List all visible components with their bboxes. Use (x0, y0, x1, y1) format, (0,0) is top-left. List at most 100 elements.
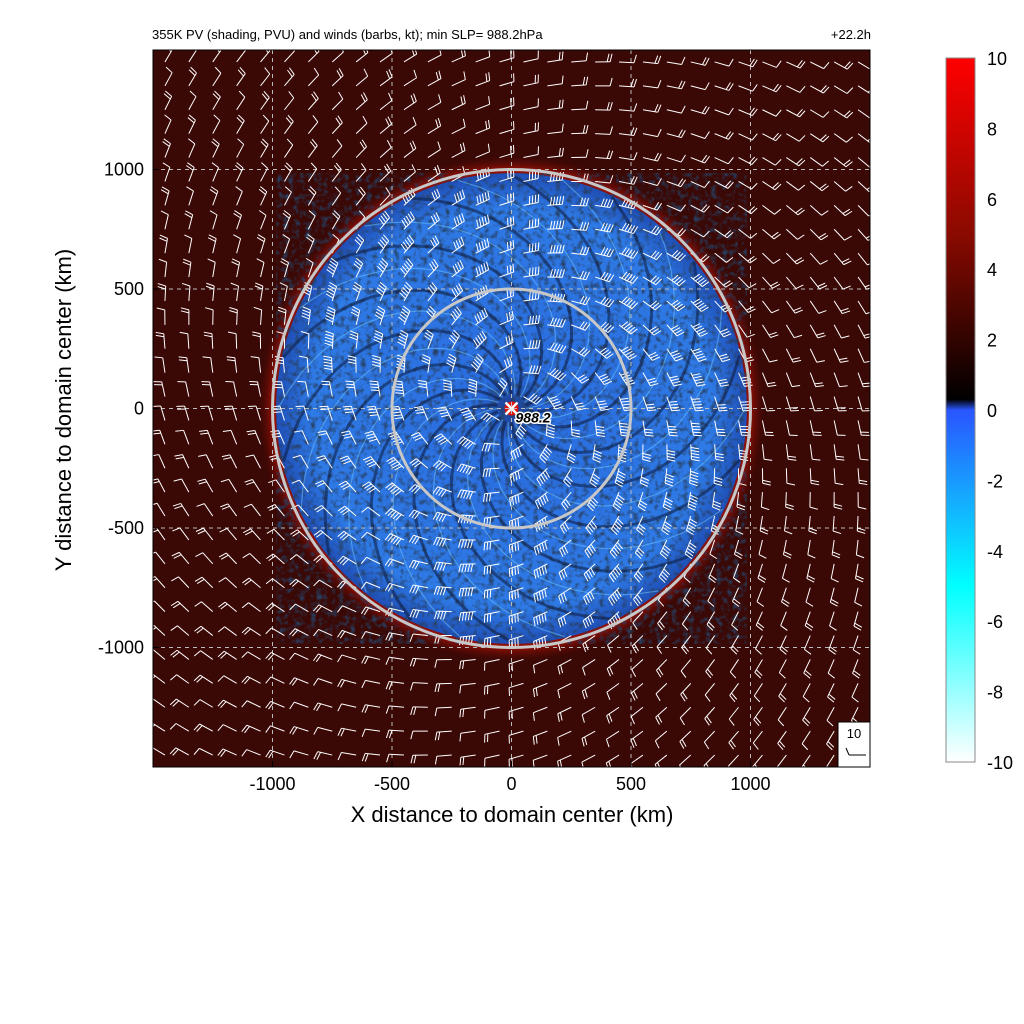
wind-barb (480, 412, 500, 423)
wind-barb (169, 747, 190, 756)
wind-barb (361, 481, 381, 493)
wind-barb (162, 138, 171, 158)
wind-barb (366, 405, 381, 421)
wind-barb (785, 300, 803, 314)
wind-barb (762, 204, 782, 215)
wind-barb (361, 655, 381, 665)
wind-barb (832, 516, 842, 535)
wind-barb (313, 579, 333, 589)
center-x-mark (504, 401, 519, 416)
wind-barb (714, 180, 734, 189)
wind-barb (558, 563, 572, 581)
wind-barb (658, 563, 671, 583)
wind-barb (666, 56, 686, 66)
wind-barb (266, 553, 285, 565)
wind-barb (158, 258, 168, 278)
wind-barb (207, 234, 217, 254)
wind-barb (786, 157, 806, 167)
wind-barb (350, 305, 361, 325)
wind-barb (484, 682, 500, 695)
wind-barb (233, 234, 242, 254)
wind-barb (169, 698, 190, 708)
wind-barb (709, 539, 718, 560)
wind-barb (284, 67, 295, 87)
wind-barb (421, 354, 431, 373)
wind-barb (355, 92, 368, 111)
wind-barb (738, 181, 758, 190)
wind-barb (179, 331, 190, 349)
wind-barb (433, 561, 452, 572)
wind-barb (207, 258, 216, 278)
wind-barb (484, 706, 500, 719)
x-tick-label: -1000 (249, 774, 295, 794)
wind-barb (752, 754, 763, 767)
wind-barb (785, 420, 798, 436)
wind-barb (499, 310, 514, 326)
wind-barb (642, 152, 662, 162)
wind-barb (284, 114, 294, 134)
wind-barb (170, 625, 190, 636)
wind-barb (256, 234, 266, 254)
wind-barb (687, 492, 698, 511)
wind-barb (690, 82, 710, 91)
wind-barb (434, 730, 452, 741)
wind-barb (642, 80, 662, 89)
range-rings (271, 168, 752, 649)
wind-barb (377, 234, 390, 254)
wind-barb (714, 252, 734, 263)
wind-barb (532, 682, 548, 698)
wind-barb (321, 380, 333, 397)
wind-barb (705, 659, 716, 679)
wind-barb (712, 492, 722, 511)
wind-barb (853, 611, 863, 631)
wind-barb (176, 405, 190, 421)
wind-barb (379, 92, 393, 111)
wind-barb (433, 433, 453, 445)
wind-barb (618, 176, 638, 185)
wind-barb (427, 165, 441, 182)
wind-barb (666, 444, 676, 462)
colorbar-tick-label: 2 (987, 331, 997, 351)
wind-barb (828, 635, 837, 655)
wind-barb (427, 94, 442, 111)
wind-barb (153, 478, 166, 493)
wind-barb (803, 659, 812, 679)
wind-barb (337, 751, 357, 761)
wind-barb (236, 50, 247, 63)
wind-barb (547, 317, 566, 328)
wind-barb (666, 396, 680, 412)
wind-barb (385, 729, 404, 739)
wind-barb (762, 228, 781, 240)
wind-barb (738, 300, 756, 313)
wind-barb (762, 348, 778, 363)
wind-barb (403, 164, 416, 182)
wind-barb (595, 53, 613, 63)
wind-barb (316, 455, 333, 469)
wind-barb (802, 683, 811, 703)
wind-barb (313, 604, 333, 613)
wind-barb (235, 162, 244, 182)
wind-barb (852, 635, 861, 655)
wind-barb (236, 114, 245, 134)
wind-barb (802, 706, 811, 727)
wind-barb (385, 656, 405, 665)
wind-barb (738, 204, 758, 215)
wind-barb (459, 407, 477, 422)
spiral-band (514, 305, 723, 470)
wind-barb (630, 706, 644, 725)
wind-barb (778, 659, 787, 679)
wind-barb (432, 460, 453, 472)
wind-barb (807, 539, 816, 559)
wind-barb (684, 539, 697, 560)
wind-barb (195, 552, 214, 565)
wind-barb (761, 396, 776, 412)
wind-barb (523, 98, 539, 111)
wind-barb (523, 146, 539, 159)
wind-barb (761, 372, 777, 388)
wind-barb (427, 235, 440, 254)
wind-barb (592, 444, 603, 463)
wind-barb (164, 66, 173, 87)
colorbar-tick-label: -10 (987, 753, 1013, 773)
wind-barb (245, 454, 261, 469)
wind-barb (736, 492, 746, 511)
